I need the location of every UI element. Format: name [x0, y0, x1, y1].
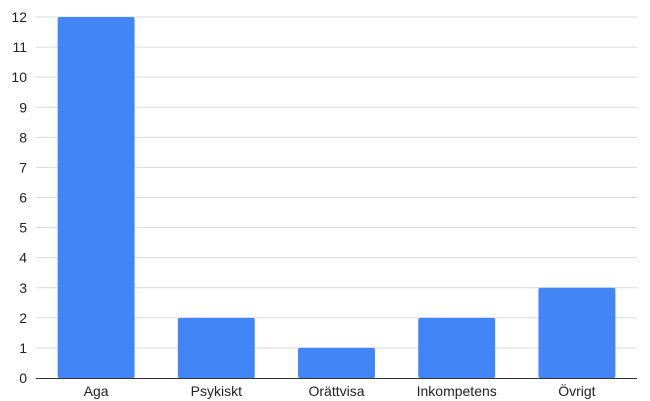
y-tick-label: 2: [19, 310, 27, 326]
y-tick-label: 12: [11, 9, 27, 25]
bar: [177, 317, 255, 378]
bar: [57, 17, 135, 378]
y-tick-label: 7: [19, 159, 27, 175]
x-category-label: Övrigt: [558, 382, 595, 399]
y-tick-label: 5: [19, 220, 27, 236]
x-category-label: Inkompetens: [417, 383, 497, 399]
bar: [298, 347, 375, 378]
y-tick-label: 0: [19, 370, 27, 386]
y-tick-label: 1: [19, 340, 27, 356]
bar: [538, 287, 616, 378]
x-axis-category-labels: Aga Psykiskt Orättvisa Inkompetens Övrigt: [84, 382, 596, 399]
x-category-label: Psykiskt: [191, 383, 242, 399]
y-tick-label: 11: [12, 39, 27, 55]
bars: [57, 17, 616, 378]
y-tick-label: 9: [19, 99, 27, 115]
bar: [418, 317, 496, 378]
y-tick-label: 8: [19, 129, 27, 145]
y-tick-label: 6: [19, 190, 27, 206]
y-tick-label: 4: [19, 250, 27, 266]
x-category-label: Orättvisa: [308, 383, 364, 399]
x-category-label: Aga: [84, 383, 109, 399]
y-tick-label: 3: [19, 280, 27, 296]
y-tick-label: 10: [11, 69, 27, 85]
gridlines: [36, 16, 637, 349]
